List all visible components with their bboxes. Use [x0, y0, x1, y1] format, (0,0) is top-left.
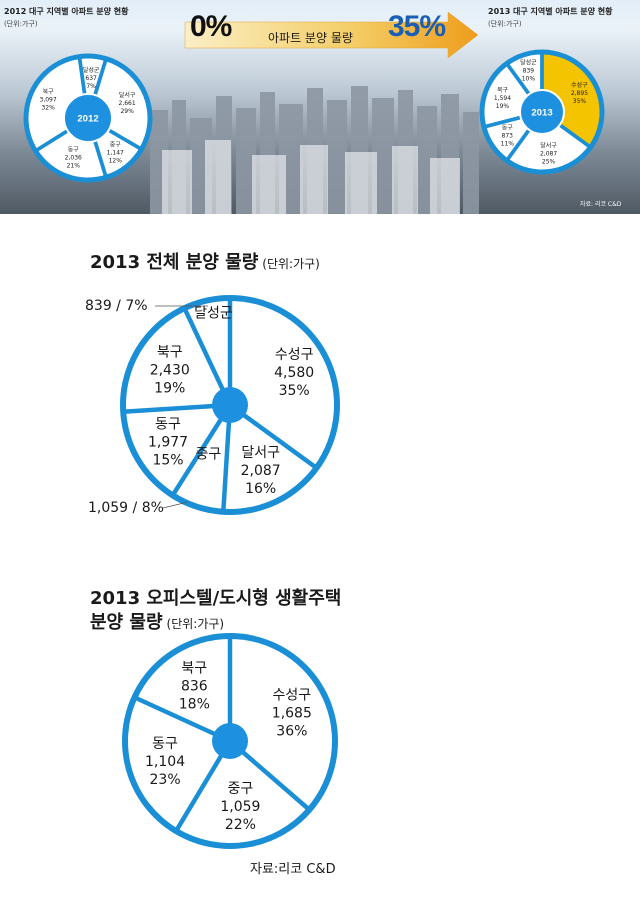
total-slice-0 [230, 301, 334, 467]
total-label-0-pct: 35% [279, 383, 310, 399]
office-label-3-pct: 18% [179, 696, 210, 712]
chart-office-title: 2013 오피스텔/도시형 생활주택 [90, 584, 341, 610]
pie2012-label-1-name: 달서구 [119, 91, 136, 99]
banner-right-unit: (단위:가구) [488, 20, 522, 28]
pie2013-label-4-pct: 10% [522, 75, 536, 82]
arrow-label: 아파트 분양 물량 [268, 31, 353, 45]
total-label-4-pct: 19% [154, 380, 185, 396]
chart-total-title-text: 2013 전체 분양 물량 [90, 252, 259, 273]
pie2013-label-2-value: 873 [502, 133, 514, 140]
office-slice-3 [137, 639, 230, 741]
pie2012-label-4-name: 북구 [43, 89, 55, 96]
pie2013-label-0-pct: 35% [573, 98, 587, 105]
pie2012-label-3-value: 2,036 [65, 154, 82, 161]
pie2013-center-label: 2013 [531, 107, 552, 118]
total-slice-3 [126, 405, 230, 493]
chart-office-title-text: 2013 오피스텔/도시형 생활주택 [90, 588, 342, 609]
office-label-1-value: 1,059 [220, 799, 260, 815]
office-hub [212, 723, 248, 759]
total-label-1-pct: 16% [245, 481, 276, 497]
pie2012-label-2-value: 1,147 [107, 150, 124, 157]
building-highlights [162, 140, 460, 214]
pie2012-label-3-name: 동구 [68, 146, 80, 153]
pie2012-label-4-pct: 32% [41, 105, 55, 112]
to-percent: 35% [388, 10, 446, 43]
banner-right-title: 2013 대구 지역별 아파트 분양 현황 [488, 7, 613, 16]
total-callout-dalseong: 839 / 7% [85, 298, 148, 314]
pie2013-label-0-name: 수성구 [571, 81, 588, 89]
pie2012-hub [63, 93, 113, 143]
from-percent: 0% [190, 10, 232, 43]
total-label-4-value: 2,430 [150, 362, 190, 378]
pie2012-center-label: 2012 [77, 113, 98, 124]
pie2012-label-1-value: 2,661 [119, 100, 136, 107]
total-callout-line-2 [162, 501, 189, 509]
office-label-0-pct: 36% [276, 724, 307, 740]
banner-credit: 자료: 리코 C&D [580, 201, 622, 208]
pie2013-label-1-pct: 25% [542, 159, 556, 166]
office-label-1-name: 중구 [228, 781, 254, 797]
pie2013-label-3-value: 1,594 [494, 95, 511, 102]
chart-total-unit: (단위:가구) [262, 257, 320, 271]
total-label-3-value: 1,977 [148, 435, 188, 451]
total-callout-jung: 1,059 / 8% [88, 500, 164, 516]
pie2013-slice-0 [542, 54, 600, 146]
total-label-1-name: 달서구 [241, 445, 280, 461]
total-label-0-value: 4,580 [274, 365, 314, 381]
pie2012-label-1-pct: 29% [120, 108, 134, 115]
total-label-1-value: 2,087 [241, 463, 281, 479]
banner-left-title: 2012 대구 지역별 아파트 분양 현황 [4, 7, 129, 16]
office-label-2-pct: 23% [150, 772, 181, 788]
chart-office-pie: 수성구 1,685 36% 중구 1,059 22% 동구 1,104 23% 북구 836 18% [122, 633, 338, 849]
pie2013-label-4-value: 839 [523, 67, 535, 74]
total-label-2-name: 중구 [195, 446, 221, 462]
pie2012-label-3-pct: 21% [67, 162, 81, 169]
office-label-0-value: 1,685 [272, 706, 312, 722]
chart-total-pie: 수성구 4,580 35% 달서구 2,087 16% 중구 동구 1,977 15% 북구 2,43… [85, 295, 340, 516]
total-label-3-name: 동구 [155, 417, 181, 433]
banner-left-unit: (단위:가구) [4, 20, 38, 28]
office-label-2-value: 1,104 [145, 754, 185, 770]
pie2013-label-0-value: 2,895 [571, 90, 588, 97]
pie2012-label-2-pct: 12% [109, 158, 123, 165]
banner: 2012 달성군 637 7% 달서구 2,661 29% 중구 1,147 12% 동구 2,036… [0, 0, 640, 214]
pie2013-label-2-name: 동구 [502, 125, 514, 132]
growth-arrow [184, 11, 479, 59]
pie2012-label-4-value: 3,097 [40, 97, 57, 104]
total-slice-1 [223, 405, 315, 509]
source-note: 자료:리코 C&D [250, 862, 336, 877]
pie2013-slice-1 [508, 112, 589, 170]
pie2013-hub [519, 89, 565, 135]
total-label-4-name: 북구 [157, 344, 183, 360]
chart-office-title-line2-text: 분양 물량 [90, 612, 163, 633]
pie2013-label-2-pct: 11% [501, 141, 515, 148]
office-label-3-value: 836 [181, 678, 208, 694]
office-slice-0 [230, 639, 332, 808]
total-label-0-name: 수성구 [275, 347, 314, 363]
office-label-0-name: 수성구 [273, 688, 312, 704]
total-label-3-pct: 15% [152, 453, 183, 469]
chart-office-unit: (단위:가구) [166, 617, 225, 631]
pie2012-label-0-name: 달성군 [83, 66, 100, 74]
pie2013-label-3-name: 북구 [497, 87, 509, 94]
pie2013-label-1-value: 2,087 [540, 151, 557, 158]
office-label-1-pct: 22% [225, 817, 256, 833]
pie2013-label-4-name: 달성군 [520, 58, 537, 66]
chart-total-title: 2013 전체 분양 물량 (단위:가구) [90, 248, 320, 274]
office-label-2-name: 동구 [152, 736, 178, 752]
office-label-3-name: 북구 [181, 660, 207, 676]
total-slice-4 [126, 310, 230, 412]
pie2012-label-2-name: 중구 [110, 142, 122, 149]
total-label-5-name: 달성군 [194, 306, 233, 322]
banner-graphics: 2012달성군6377%달서구2,66129%중구1,14712%동구2,036… [23, 11, 605, 214]
pie2012-label-0-value: 637 [85, 75, 97, 82]
chart-office-title-line2: 분양 물량 (단위:가구) [90, 608, 224, 634]
pie2012-label-0-pct: 7% [86, 83, 96, 90]
total-hub [212, 387, 248, 423]
pie2013-label-3-pct: 19% [496, 103, 510, 110]
office-slice-1 [177, 741, 308, 843]
pie2013-label-1-name: 달서구 [540, 142, 557, 150]
